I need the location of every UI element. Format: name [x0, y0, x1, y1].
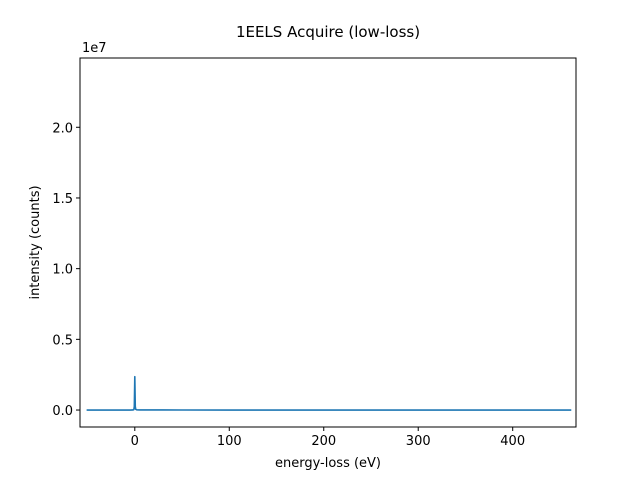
y-tick-label: 2.0	[52, 121, 73, 136]
plot-area	[79, 57, 577, 428]
y-tick-label: 0.5	[52, 333, 73, 348]
y-tick-label: 1.5	[52, 192, 73, 207]
x-tick-label: 100	[217, 434, 242, 449]
axes-frame	[79, 57, 577, 428]
y-axis-label: intensity (counts)	[28, 185, 43, 299]
x-tick-label: 200	[311, 434, 336, 449]
y-tick-label: 1.0	[52, 263, 73, 278]
y-axis-ticks: 0.0 0.5 1.0 1.5 2.0	[52, 121, 80, 419]
x-axis-ticks: 0 100 200 300 400	[131, 427, 525, 449]
x-tick-label: 400	[500, 434, 525, 449]
y-tick-label: 0.0	[52, 404, 73, 419]
x-tick-label: 300	[406, 434, 431, 449]
x-tick-label: 0	[131, 434, 139, 449]
y-axis-scale-label: 1e7	[82, 41, 107, 56]
series-line-0	[86, 375, 572, 411]
x-axis-label: energy-loss (eV)	[275, 456, 381, 471]
chart-title: 1EELS Acquire (low-loss)	[236, 23, 420, 41]
series-layer	[86, 375, 572, 411]
